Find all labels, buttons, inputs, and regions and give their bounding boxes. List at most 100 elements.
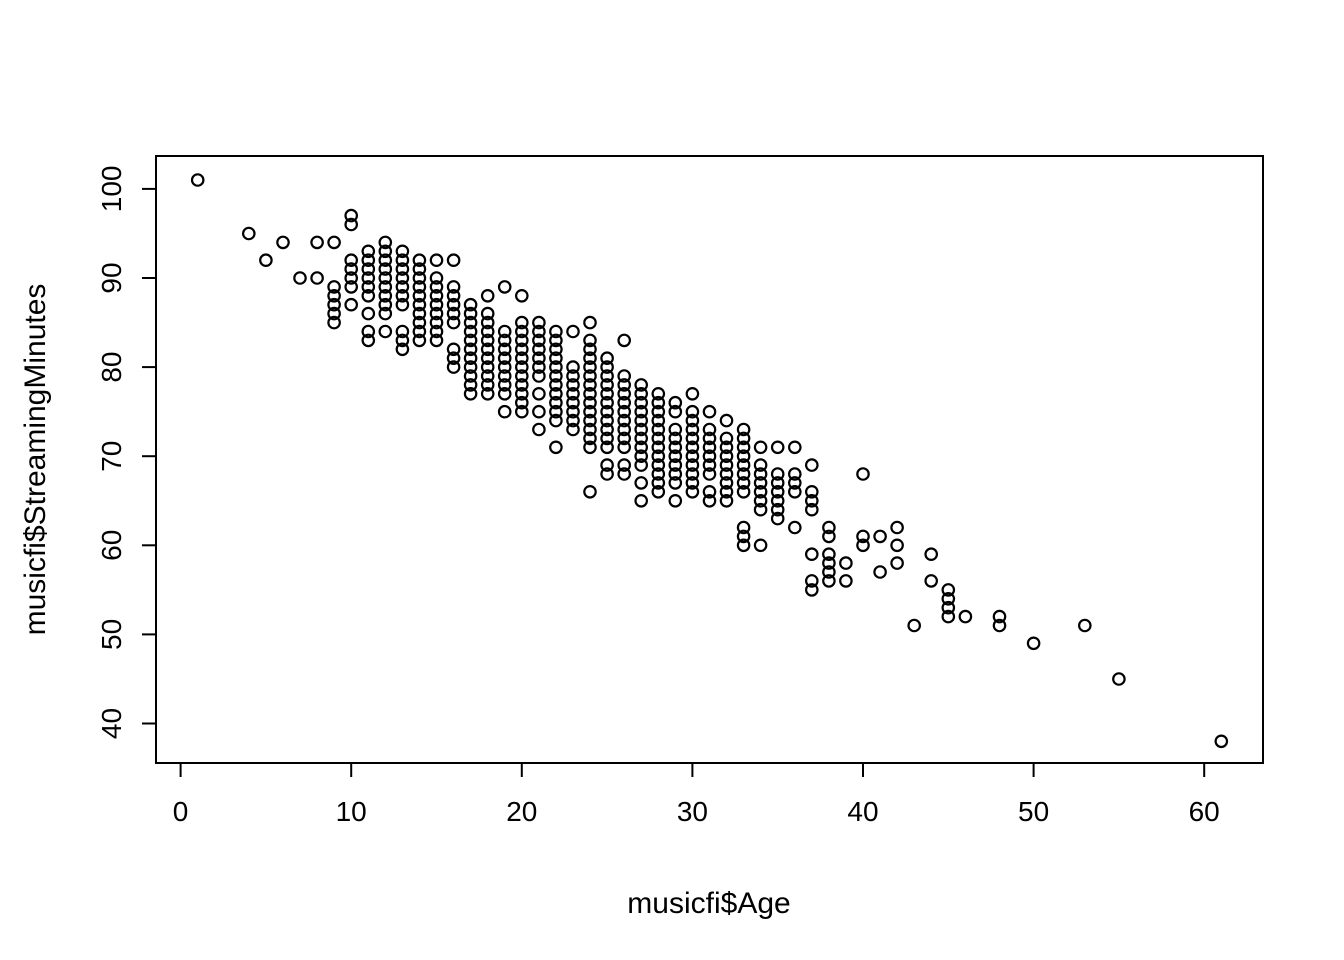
data-point (685, 404, 700, 419)
data-point (617, 378, 631, 392)
data-point (924, 547, 938, 561)
data-point (600, 386, 614, 401)
data-point (378, 288, 393, 303)
y-tick-label: 100 (96, 166, 127, 213)
data-point (497, 360, 512, 374)
data-point (514, 315, 529, 330)
data-point (685, 386, 700, 401)
data-point (822, 574, 836, 588)
data-point (770, 440, 785, 455)
data-point (600, 360, 614, 374)
data-point (804, 493, 819, 508)
data-point (753, 467, 768, 481)
data-point (770, 493, 785, 508)
data-point (583, 413, 597, 428)
data-point (822, 565, 836, 579)
data-point (1214, 734, 1229, 749)
data-point (685, 431, 700, 446)
data-point (822, 529, 836, 544)
data-point (361, 271, 376, 285)
data-point (327, 297, 341, 312)
data-point (702, 458, 717, 472)
data-point (736, 458, 751, 472)
data-point (856, 538, 870, 553)
data-point (736, 484, 751, 499)
data-point (753, 440, 768, 455)
y-tick-label: 50 (96, 619, 127, 650)
data-point (497, 404, 512, 419)
data-point (600, 351, 614, 365)
data-point (514, 369, 529, 383)
data-point (344, 297, 358, 312)
data-point (583, 431, 597, 446)
data-point (463, 378, 478, 392)
data-point (941, 600, 956, 615)
data-point (344, 208, 358, 223)
data-point (463, 351, 478, 365)
data-point (634, 431, 648, 446)
data-point (480, 386, 495, 401)
data-point (361, 280, 376, 294)
data-point (804, 574, 819, 588)
data-point (497, 324, 512, 339)
data-point (804, 502, 819, 517)
y-axis: 40 50 60 70 80 90 100 (96, 166, 156, 740)
data-point (395, 271, 410, 285)
data-point (822, 556, 836, 570)
data-point (310, 235, 324, 250)
data-point (719, 467, 734, 481)
data-point (617, 395, 631, 410)
data-point (327, 288, 341, 303)
data-point (600, 431, 614, 446)
data-point (651, 404, 666, 419)
data-point (412, 271, 427, 285)
data-point (1078, 618, 1092, 633)
data-point (702, 484, 717, 499)
data-point (378, 297, 393, 312)
data-point (514, 288, 529, 303)
data-point (719, 458, 734, 472)
data-point (651, 422, 666, 437)
data-point (583, 378, 597, 392)
y-axis-tick-labels: 40 50 60 70 80 90 100 (96, 166, 127, 740)
data-point (787, 440, 802, 455)
data-point (463, 369, 478, 383)
data-point (753, 476, 768, 490)
data-point (890, 556, 904, 570)
data-point (480, 288, 495, 303)
data-point (719, 431, 734, 446)
data-point (958, 609, 973, 624)
data-point (719, 493, 734, 508)
data-point (566, 395, 580, 410)
data-point (412, 280, 427, 294)
data-point (668, 422, 683, 437)
data-point (532, 324, 546, 339)
data-point (634, 386, 648, 401)
data-point (549, 395, 563, 410)
x-axis-ticks (179, 763, 1206, 777)
data-point (549, 413, 563, 428)
data-point (719, 476, 734, 490)
data-point (736, 467, 751, 481)
data-point (992, 618, 1007, 633)
data-point (446, 315, 461, 330)
data-point (787, 520, 802, 535)
x-tick-label: 50 (1018, 796, 1049, 827)
data-point (378, 306, 393, 321)
data-points (190, 173, 1229, 749)
data-point (770, 467, 785, 481)
data-point (344, 280, 358, 294)
data-point (514, 333, 529, 348)
data-point (634, 395, 648, 410)
y-tick-label: 70 (96, 441, 127, 472)
data-point (651, 413, 666, 428)
data-point (822, 520, 836, 535)
data-point (753, 484, 768, 499)
data-point (702, 404, 717, 419)
data-point (532, 342, 546, 357)
data-point (668, 449, 683, 463)
data-point (634, 440, 648, 455)
data-point (549, 404, 563, 419)
